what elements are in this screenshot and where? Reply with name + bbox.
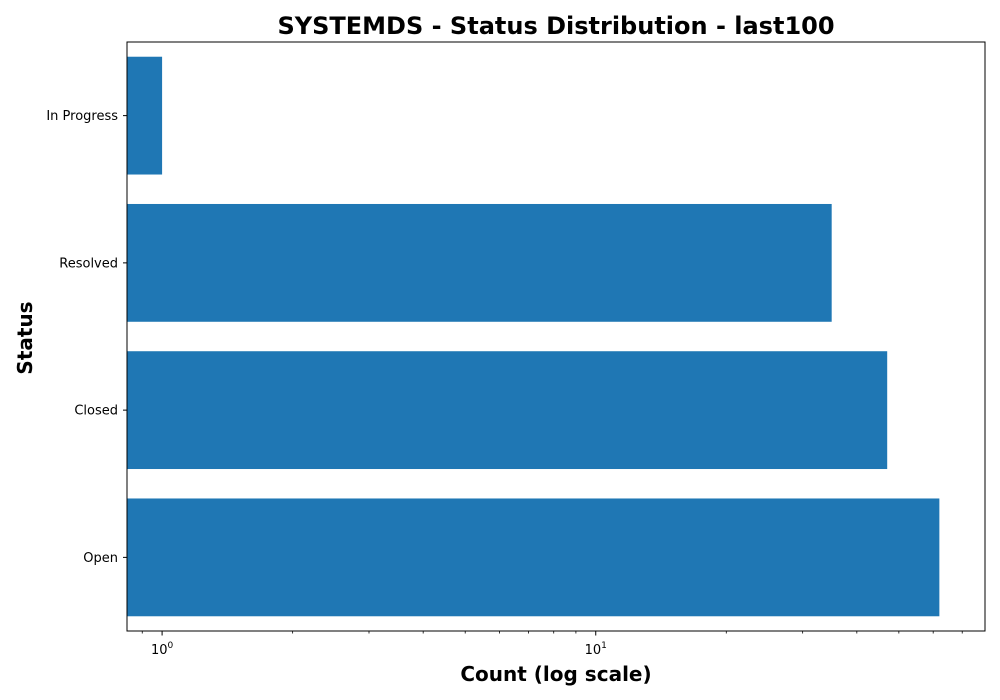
- bar-open: [127, 498, 940, 617]
- bar-closed: [127, 351, 888, 470]
- plot-frame: [126, 41, 986, 632]
- plot-area: Open Closed Resolved In Progress 100 101: [46, 41, 986, 658]
- y-tick-label-in-progress: In Progress: [46, 109, 118, 124]
- x-tick-label: 100: [151, 641, 174, 658]
- chart-title: SYSTEMDS - Status Distribution - last100: [277, 12, 834, 40]
- y-tick-label-open: Open: [83, 551, 118, 566]
- x-axis-title: Count (log scale): [460, 662, 651, 686]
- y-axis-title: Status: [13, 301, 37, 374]
- y-tick-label-closed: Closed: [74, 404, 118, 419]
- x-tick-label: 101: [585, 641, 607, 658]
- y-tick-label-resolved: Resolved: [59, 256, 118, 271]
- bar-in-progress: [127, 56, 163, 175]
- bar-resolved: [127, 203, 832, 322]
